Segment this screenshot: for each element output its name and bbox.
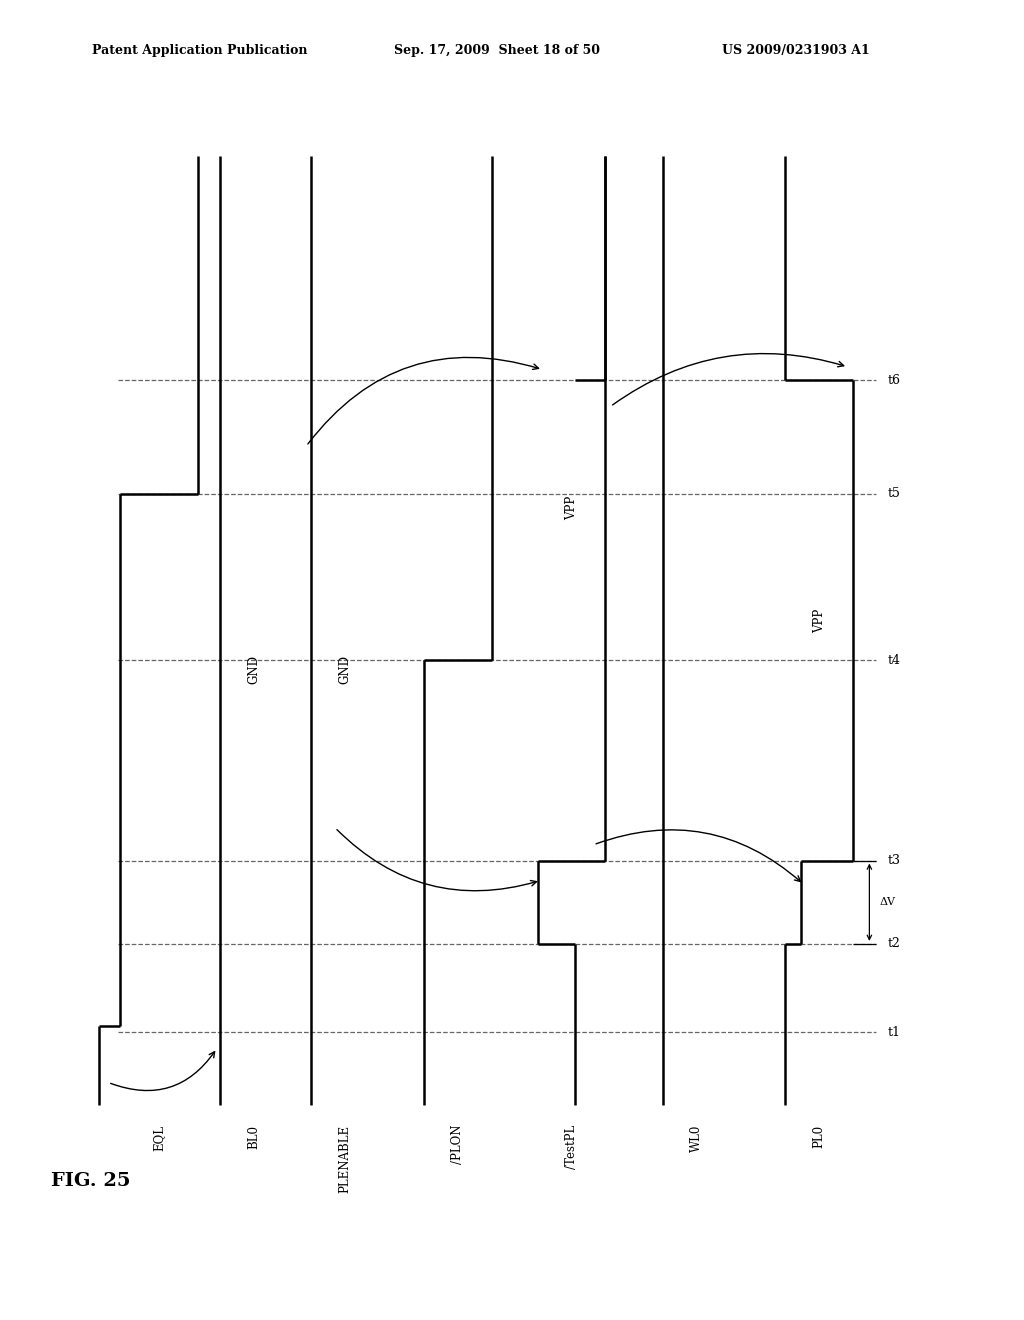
Text: Sep. 17, 2009  Sheet 18 of 50: Sep. 17, 2009 Sheet 18 of 50: [394, 44, 600, 57]
Text: FIG. 25: FIG. 25: [51, 1172, 131, 1191]
Text: WL0: WL0: [690, 1125, 702, 1152]
Text: GND: GND: [248, 656, 260, 684]
Text: t4: t4: [888, 653, 901, 667]
Text: ΔV: ΔV: [880, 898, 896, 907]
Text: GND: GND: [339, 656, 351, 684]
Text: VPP: VPP: [813, 609, 825, 632]
Text: VPP: VPP: [565, 496, 578, 520]
Text: BL0: BL0: [248, 1125, 260, 1148]
Text: Patent Application Publication: Patent Application Publication: [92, 44, 307, 57]
Text: PLENABLE: PLENABLE: [339, 1125, 351, 1193]
Text: US 2009/0231903 A1: US 2009/0231903 A1: [722, 44, 869, 57]
Text: t5: t5: [888, 487, 901, 500]
Text: t6: t6: [888, 374, 901, 387]
Text: t2: t2: [888, 937, 901, 950]
Text: t3: t3: [888, 854, 901, 867]
Text: PL0: PL0: [813, 1125, 825, 1148]
Text: EQL: EQL: [153, 1125, 165, 1151]
Text: t1: t1: [888, 1026, 901, 1039]
Text: /PLON: /PLON: [452, 1125, 464, 1164]
Text: /TestPL: /TestPL: [565, 1125, 578, 1170]
